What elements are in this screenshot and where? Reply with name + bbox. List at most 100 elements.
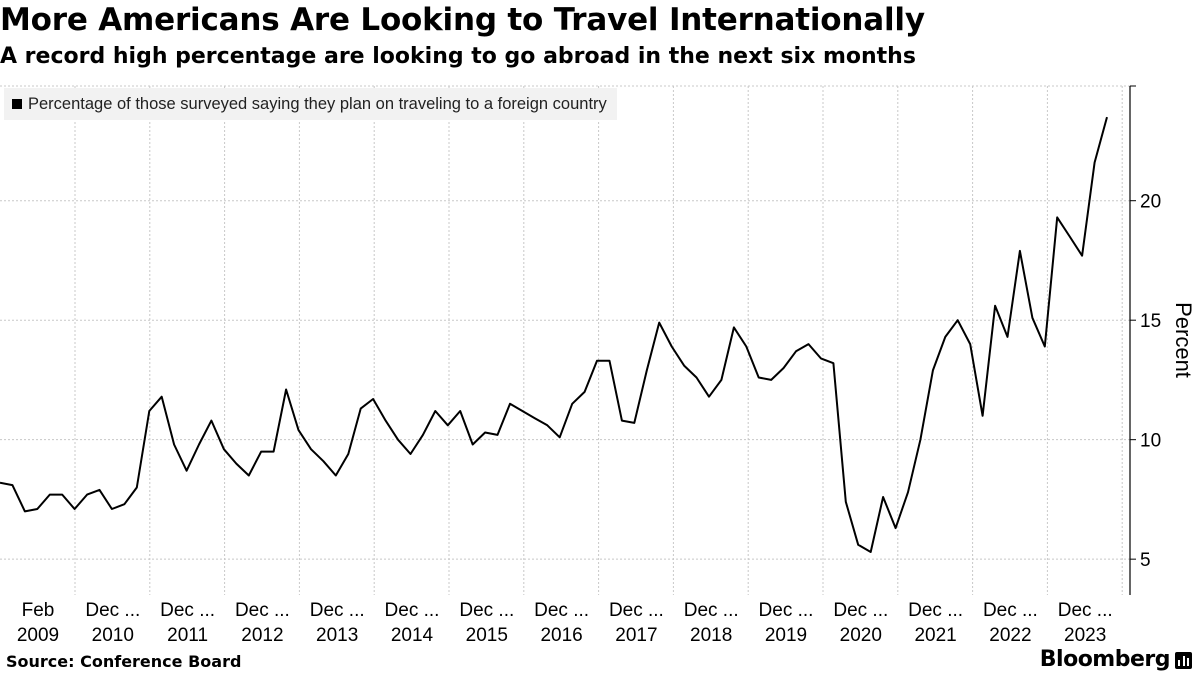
data-point (534, 417, 536, 419)
data-point (210, 420, 212, 422)
y-tick-label: 20 (1140, 192, 1161, 213)
data-point (795, 350, 797, 352)
data-point (360, 408, 362, 410)
data-point (708, 396, 710, 398)
data-point (74, 508, 76, 510)
y-tick-label: 5 (1140, 550, 1151, 571)
data-point (1044, 345, 1046, 347)
data-point (1081, 255, 1083, 257)
data-point (24, 510, 26, 512)
data-point (683, 365, 685, 367)
x-tick-label-top: Dec ... (310, 600, 365, 621)
data-point (111, 508, 113, 510)
data-point (559, 436, 561, 438)
x-tick-label-bottom: 2014 (391, 625, 434, 646)
x-tick-label-top: Dec ... (609, 600, 664, 621)
data-point (472, 443, 474, 445)
x-tick-label-bottom: 2009 (17, 625, 59, 646)
gridlines (0, 85, 1130, 595)
legend: Percentage of those surveyed saying they… (4, 88, 617, 120)
chart-title: More Americans Are Looking to Travel Int… (0, 2, 925, 38)
source-note: Source: Conference Board (6, 652, 242, 671)
data-point (957, 319, 959, 321)
data-point (1019, 250, 1021, 252)
data-point (1106, 116, 1108, 118)
data-point (621, 420, 623, 422)
x-tick-label-top: Dec ... (833, 600, 888, 621)
data-point (745, 345, 747, 347)
data-point (372, 398, 374, 400)
data-point (422, 434, 424, 436)
data-point (584, 391, 586, 393)
x-tick-label-bottom: 2020 (840, 625, 882, 646)
data-point (1031, 317, 1033, 319)
series-group (0, 116, 1108, 553)
data-point (770, 379, 772, 381)
data-point (235, 463, 237, 465)
data-point (994, 305, 996, 307)
data-point (671, 345, 673, 347)
bloomberg-bars-icon (1175, 652, 1192, 669)
data-point (658, 322, 660, 324)
x-tick-label-bottom: 2015 (466, 625, 508, 646)
brand-logo: Bloomberg (1039, 647, 1171, 672)
x-tick-label-bottom: 2010 (92, 625, 134, 646)
data-point (1094, 161, 1096, 163)
x-tick-label-bottom: 2019 (765, 625, 807, 646)
x-tick-label-top: Dec ... (908, 600, 963, 621)
data-point (521, 410, 523, 412)
x-tick-label-top: Dec ... (1058, 600, 1113, 621)
data-point (895, 527, 897, 529)
data-point (285, 388, 287, 390)
data-point (546, 424, 548, 426)
x-tick-label-bottom: 2022 (989, 625, 1031, 646)
data-point (509, 403, 511, 405)
data-point (832, 362, 834, 364)
x-tick-label-top: Feb (22, 600, 55, 621)
data-point (646, 369, 648, 371)
data-point (49, 494, 51, 496)
data-point (409, 453, 411, 455)
data-point (783, 367, 785, 369)
y-tick-label: 10 (1140, 431, 1161, 452)
data-point (260, 451, 262, 453)
series-line (0, 116, 1108, 553)
data-point (273, 451, 275, 453)
data-point (136, 486, 138, 488)
data-point (1006, 336, 1008, 338)
x-tick-label-bottom: 2012 (241, 625, 283, 646)
x-tick-label-top: Dec ... (85, 600, 140, 621)
data-point (61, 494, 63, 496)
x-tick-label-bottom: 2018 (690, 625, 732, 646)
data-point (99, 489, 101, 491)
data-point (459, 410, 461, 412)
x-tick-label-top: Dec ... (759, 600, 814, 621)
data-point (932, 369, 934, 371)
data-point (596, 360, 598, 362)
data-point (447, 424, 449, 426)
y-axis-label: Percent (1171, 302, 1196, 378)
x-axis-tick-labels: Feb 2009 Dec ... 2010 Dec ... 2011 Dec ... 2012… (17, 600, 1113, 646)
x-tick-label-bottom: 2016 (540, 625, 582, 646)
data-point (248, 475, 250, 477)
data-point (758, 377, 760, 379)
legend-label: Percentage of those surveyed saying they… (28, 94, 607, 113)
data-point (484, 432, 486, 434)
data-point (857, 544, 859, 546)
chart-subtitle: A record high percentage are looking to … (0, 44, 916, 69)
y-tick-label: 15 (1140, 311, 1161, 332)
data-point (733, 326, 735, 328)
axes (1129, 85, 1136, 595)
data-point (298, 429, 300, 431)
data-point (820, 357, 822, 359)
data-point (148, 410, 150, 412)
x-tick-label-top: Dec ... (235, 600, 290, 621)
data-point (1056, 216, 1058, 218)
data-point (335, 475, 337, 477)
data-point (497, 434, 499, 436)
x-tick-label-top: Dec ... (983, 600, 1038, 621)
x-tick-label-bottom: 2013 (316, 625, 358, 646)
x-tick-label-bottom: 2021 (914, 625, 956, 646)
data-point (571, 403, 573, 405)
